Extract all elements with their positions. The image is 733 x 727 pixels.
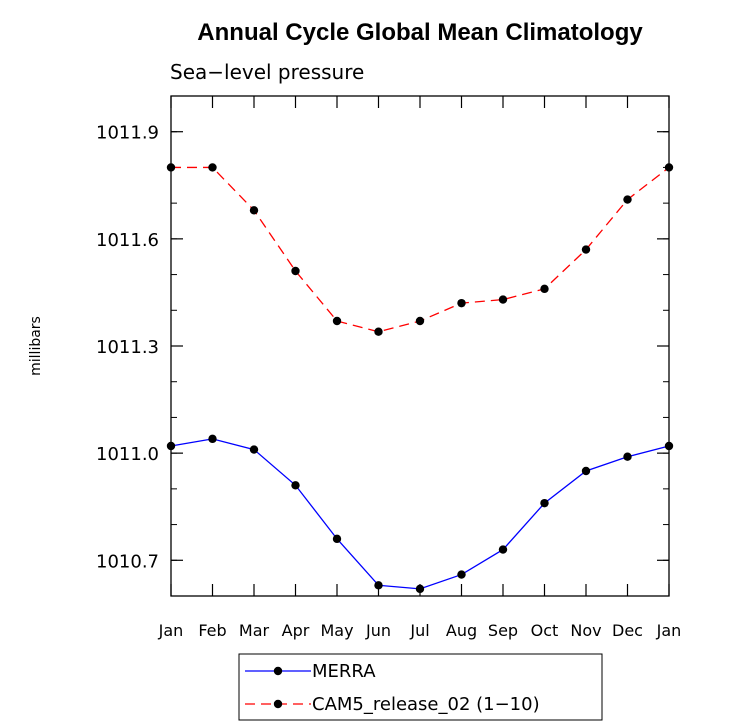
x-tick-label: Feb <box>198 621 226 640</box>
data-point <box>208 163 217 172</box>
data-point <box>166 163 176 172</box>
y-tick-label: 1010.7 <box>96 551 159 572</box>
data-point <box>291 481 300 490</box>
data-point <box>581 466 591 476</box>
data-point <box>249 445 259 454</box>
data-point <box>415 316 425 326</box>
x-tick-label: Sep <box>488 621 518 640</box>
y-axis-label: millibars <box>28 316 44 376</box>
data-point <box>457 298 466 308</box>
data-point <box>540 284 549 294</box>
x-tick-label: May <box>320 621 353 640</box>
data-point <box>498 545 508 554</box>
data-point <box>623 195 632 204</box>
x-tick-label: Jul <box>409 621 429 640</box>
chart-subtitle: Sea−level pressure <box>170 60 364 84</box>
data-point <box>374 327 383 336</box>
data-point <box>664 163 674 172</box>
y-tick-label: 1011.9 <box>96 123 159 144</box>
data-point <box>498 295 508 304</box>
data-point <box>332 316 342 326</box>
data-point <box>249 206 259 215</box>
x-tick-label: Jun <box>365 621 391 640</box>
legend-marker <box>273 666 283 676</box>
legend: MERRA CAM5_release_02 (1−10) <box>238 653 603 721</box>
data-point <box>208 434 217 444</box>
chart-title: Annual Cycle Global Mean Climatology <box>197 19 643 46</box>
data-point <box>457 570 466 579</box>
series-line-1 <box>170 438 670 590</box>
legend-label: CAM5_release_02 (1−10) <box>312 694 540 715</box>
data-point <box>166 441 176 451</box>
y-tick-label: 1011.0 <box>96 444 159 465</box>
data-point <box>332 534 342 544</box>
y-tick-label: 1011.6 <box>96 230 159 251</box>
x-tick-label: Jan <box>656 621 682 640</box>
data-point <box>664 441 674 451</box>
data-point <box>581 245 591 254</box>
plot-area: 1010.7 1011.0 1011.3 1011.6 1011.9 Jan Feb Mar A… <box>96 95 682 640</box>
x-tick-label: Oct <box>531 621 559 640</box>
y-tick-label: 1011.3 <box>96 337 159 358</box>
x-tick-label: Jan <box>158 621 184 640</box>
data-point <box>291 266 300 276</box>
legend-marker <box>273 699 283 709</box>
x-tick-label: Apr <box>282 621 310 640</box>
data-point <box>540 498 549 508</box>
data-point <box>374 581 383 590</box>
x-tick-label: Nov <box>570 621 601 640</box>
x-tick-label: Aug <box>446 621 477 640</box>
data-point <box>623 452 632 461</box>
series-line-2 <box>171 166 670 333</box>
x-tick-label: Dec <box>612 621 643 640</box>
legend-box <box>238 653 603 721</box>
data-point <box>415 584 425 594</box>
plot-frame <box>170 95 670 597</box>
legend-label: MERRA <box>312 661 376 682</box>
x-tick-label: Mar <box>239 621 270 640</box>
